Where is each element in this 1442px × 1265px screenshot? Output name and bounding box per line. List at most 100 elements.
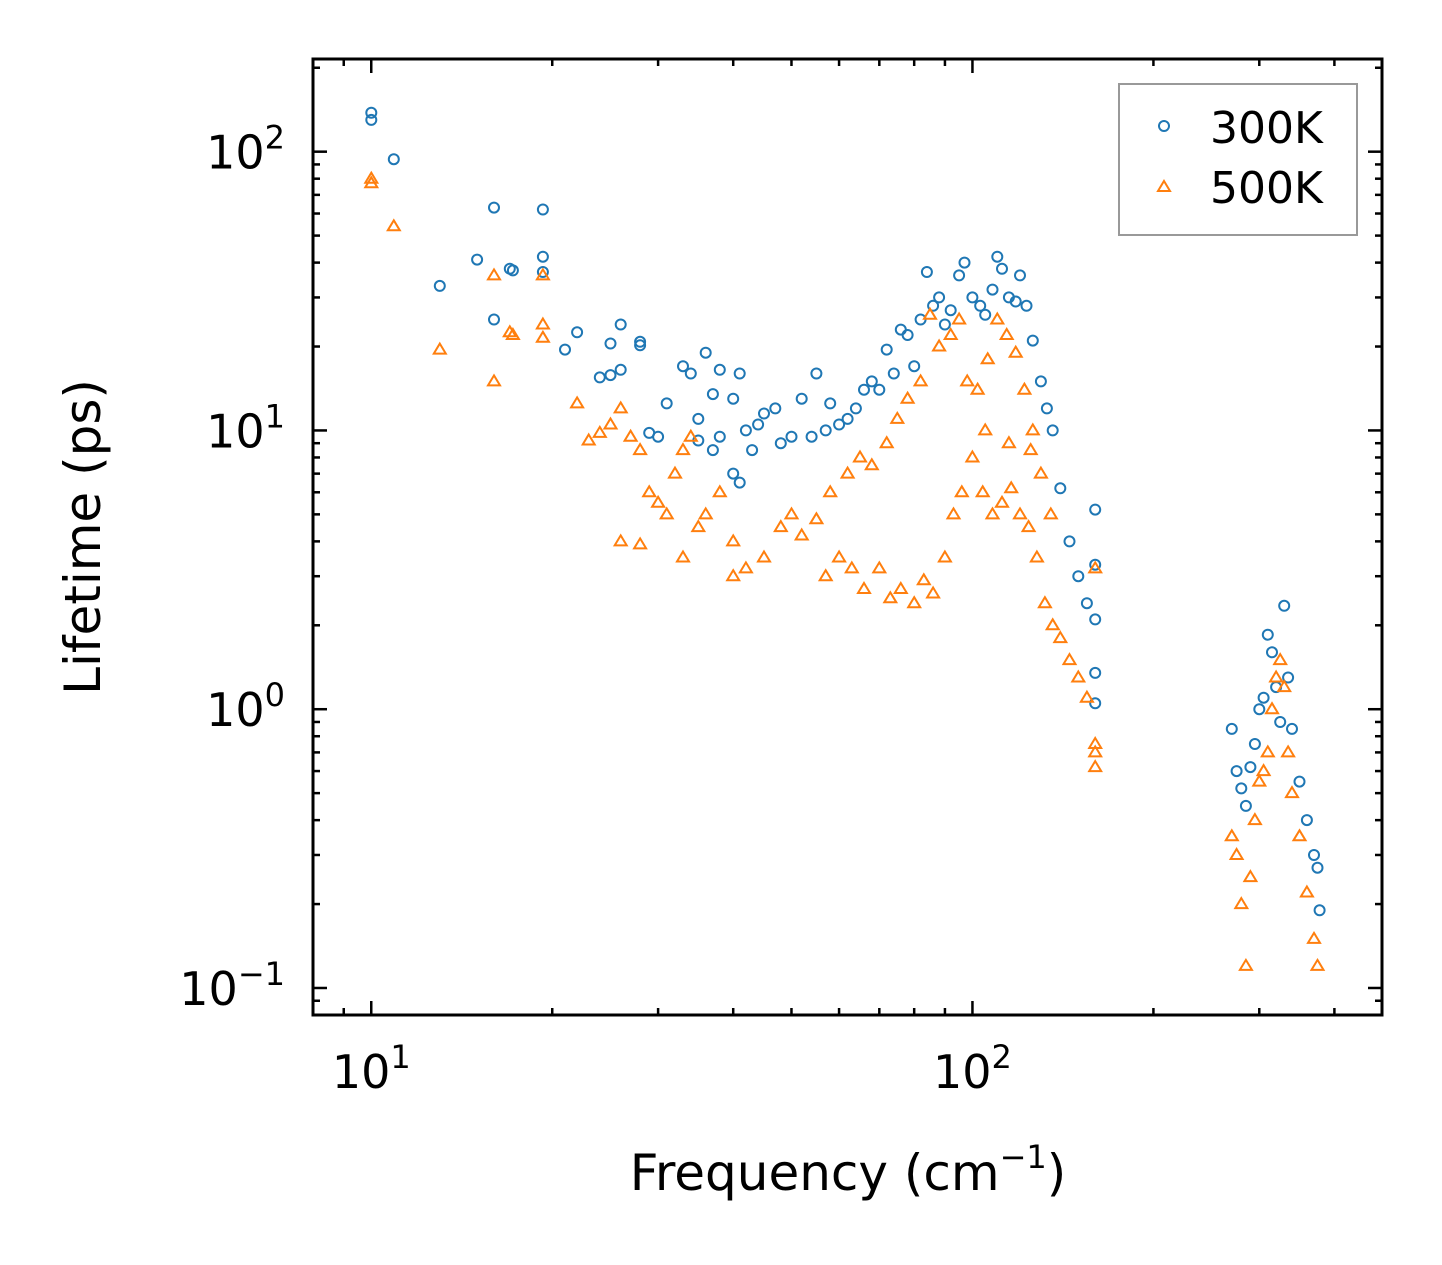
point-300k-39 bbox=[752, 418, 765, 431]
point-300k-45 bbox=[805, 430, 818, 443]
point-300k-40 bbox=[758, 407, 770, 420]
point-500k-37 bbox=[808, 511, 825, 525]
point-500k-92 bbox=[1001, 435, 1017, 449]
point-300k-47 bbox=[819, 424, 832, 437]
point-500k-109 bbox=[1291, 828, 1308, 842]
point-500k-10 bbox=[535, 329, 551, 343]
point-300k-107 bbox=[1300, 814, 1313, 827]
point-500k-90 bbox=[1043, 506, 1059, 520]
point-300k-23 bbox=[660, 397, 673, 410]
point-500k-106 bbox=[1276, 679, 1292, 693]
point-500k-42 bbox=[871, 560, 888, 574]
point-500k-38 bbox=[817, 568, 834, 582]
point-500k-99 bbox=[1247, 812, 1263, 826]
point-500k-14 bbox=[602, 416, 619, 430]
point-500k-33 bbox=[756, 549, 772, 563]
point-300k-79 bbox=[1034, 375, 1047, 388]
point-500k-39 bbox=[831, 549, 847, 563]
point-300k-12 bbox=[559, 343, 571, 356]
point-300k-0 bbox=[365, 106, 378, 119]
point-300k-94 bbox=[1239, 799, 1252, 812]
point-300k-66 bbox=[953, 269, 966, 282]
point-500k-50 bbox=[954, 484, 970, 498]
x-axis-label: Frequency (cm−1) bbox=[630, 1138, 1067, 1202]
point-500k-4 bbox=[486, 267, 502, 281]
legend: 300K 500K bbox=[1118, 83, 1358, 236]
point-300k-27 bbox=[699, 346, 712, 359]
point-300k-86 bbox=[1089, 503, 1102, 516]
point-500k-31 bbox=[725, 568, 741, 582]
point-500k-15 bbox=[612, 400, 629, 414]
point-300k-36 bbox=[727, 467, 740, 480]
point-500k-77 bbox=[922, 306, 938, 320]
point-500k-71 bbox=[852, 449, 868, 463]
point-500k-101 bbox=[1255, 763, 1272, 777]
point-300k-89 bbox=[1089, 666, 1102, 679]
point-500k-24 bbox=[690, 519, 707, 533]
point-500k-83 bbox=[979, 351, 996, 365]
point-500k-41 bbox=[856, 581, 872, 594]
point-500k-95 bbox=[1228, 847, 1245, 860]
point-300k-55 bbox=[880, 343, 893, 356]
point-500k-76 bbox=[912, 373, 929, 387]
point-300k-81 bbox=[1046, 424, 1059, 437]
point-300k-108 bbox=[1308, 849, 1320, 861]
point-500k-63 bbox=[1070, 669, 1087, 683]
point-500k-64 bbox=[1079, 689, 1095, 703]
point-300k-84 bbox=[1072, 570, 1085, 583]
point-300k-16 bbox=[604, 369, 617, 382]
point-300k-35 bbox=[713, 430, 726, 443]
point-500k-23 bbox=[683, 428, 699, 442]
point-300k-103 bbox=[1278, 599, 1291, 612]
point-500k-57 bbox=[1020, 519, 1037, 533]
point-300k-10 bbox=[536, 250, 549, 263]
point-500k-52 bbox=[974, 484, 991, 498]
point-300k-14 bbox=[593, 371, 606, 384]
point-300k-92 bbox=[1230, 765, 1243, 778]
point-300k-65 bbox=[944, 304, 957, 317]
point-300k-43 bbox=[785, 430, 798, 443]
point-300k-17 bbox=[614, 318, 627, 331]
point-500k-61 bbox=[1052, 630, 1069, 644]
point-300k-24 bbox=[677, 360, 689, 373]
point-300k-28 bbox=[706, 388, 719, 401]
point-300k-1 bbox=[365, 113, 378, 126]
point-300k-31 bbox=[733, 367, 746, 380]
legend-label-300k: 300K bbox=[1210, 103, 1324, 154]
legend-label-500k: 500K bbox=[1210, 163, 1324, 214]
point-500k-49 bbox=[945, 506, 962, 520]
point-500k-72 bbox=[864, 457, 880, 471]
point-500k-2 bbox=[386, 218, 402, 232]
point-500k-75 bbox=[899, 390, 916, 404]
point-500k-70 bbox=[839, 465, 856, 479]
point-500k-30 bbox=[675, 549, 691, 563]
point-500k-68 bbox=[1087, 759, 1103, 773]
point-500k-0 bbox=[363, 170, 380, 184]
point-500k-36 bbox=[793, 527, 810, 541]
point-500k-34 bbox=[773, 519, 789, 533]
point-500k-53 bbox=[984, 506, 1001, 520]
point-300k-49 bbox=[833, 418, 846, 431]
point-500k-17 bbox=[632, 442, 648, 456]
point-500k-44 bbox=[893, 581, 909, 594]
point-500k-21 bbox=[667, 465, 683, 479]
point-500k-80 bbox=[951, 311, 967, 325]
point-300k-2 bbox=[387, 153, 400, 166]
point-300k-5 bbox=[488, 201, 500, 214]
y-tick-label-3: 102 bbox=[206, 119, 285, 180]
point-500k-22 bbox=[675, 442, 691, 456]
point-500k-5 bbox=[486, 373, 502, 387]
point-300k-6 bbox=[488, 313, 500, 326]
point-500k-62 bbox=[1061, 652, 1078, 666]
point-300k-25 bbox=[684, 367, 697, 380]
point-300k-20 bbox=[634, 339, 647, 352]
point-300k-30 bbox=[727, 392, 740, 405]
point-300k-15 bbox=[604, 337, 617, 350]
point-500k-59 bbox=[1037, 595, 1053, 609]
point-300k-44 bbox=[795, 392, 808, 405]
point-300k-71 bbox=[986, 283, 999, 296]
point-300k-87 bbox=[1089, 558, 1102, 571]
point-300k-13 bbox=[571, 326, 584, 339]
point-500k-27 bbox=[725, 533, 741, 547]
